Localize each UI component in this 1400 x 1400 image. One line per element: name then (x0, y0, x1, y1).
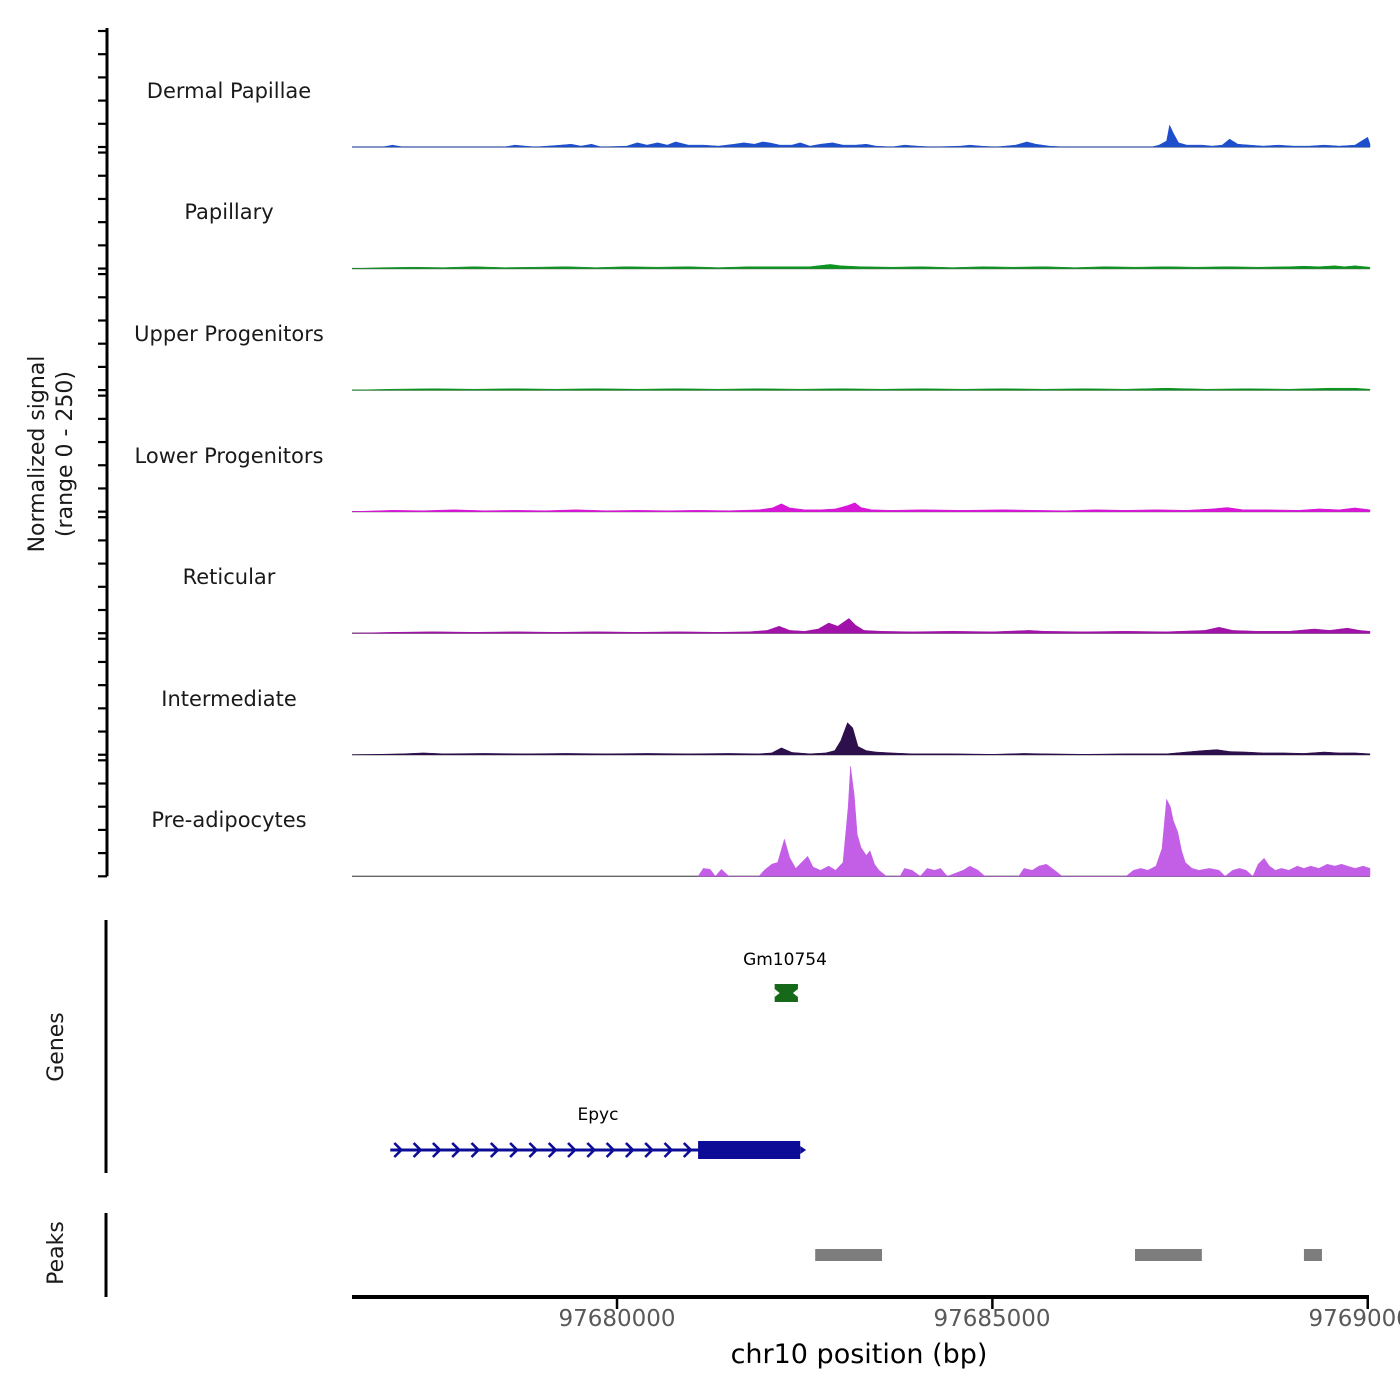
gene-epyc-strand-arrow (605, 1142, 616, 1158)
gene-epyc-strand-arrow (644, 1142, 655, 1158)
track-label-pre-adipocytes: Pre-adipocytes (151, 808, 307, 832)
peak-interval-2 (1303, 1249, 1322, 1261)
gene-epyc-strand-arrow (470, 1142, 481, 1158)
gene-epyc-strand-arrow (509, 1142, 519, 1158)
signal-area-dermal-papillae (352, 124, 1371, 148)
gene-glyph-epyc-exon (698, 1141, 801, 1159)
gene-gm10754-notch-right (792, 989, 798, 997)
peak-interval-0 (815, 1249, 883, 1261)
gene-epyc-strand-arrow (663, 1142, 674, 1158)
x-tick-label-97685000: 97685000 (933, 1306, 1051, 1332)
gene-epyc-strand-arrow (528, 1142, 539, 1158)
gene-gm10754-notch-left (774, 989, 780, 997)
peaks-section-label: Peaks (44, 1221, 69, 1285)
signal-area-pre-adipocytes (697, 766, 1371, 877)
y-axis-label: Normalized signal (range 0 - 250) (25, 355, 78, 553)
gene-epyc-strand-arrow (412, 1142, 423, 1158)
track-label-papillary: Papillary (184, 200, 274, 224)
genes-section-label: Genes (44, 1012, 69, 1082)
gene-epyc-strand-arrow (451, 1142, 462, 1158)
gene-label-gm10754: Gm10754 (743, 950, 827, 970)
signal-area-intermediate (351, 722, 1371, 756)
gene-epyc-strand-arrow (489, 1142, 500, 1158)
signal-area-lower-progenitors (351, 502, 1371, 512)
gene-epyc-end-arrow (800, 1146, 807, 1154)
signal-area-reticular (351, 618, 1371, 634)
peak-interval-1 (1135, 1249, 1202, 1261)
gene-glyph-gm10754 (774, 984, 798, 1002)
signal-area-papillary (351, 264, 1371, 269)
track-label-upper-progenitors: Upper Progenitors (134, 322, 324, 346)
gene-epyc-strand-arrow (682, 1142, 693, 1158)
track-label-intermediate: Intermediate (161, 687, 297, 711)
x-axis-label: chr10 position (bp) (730, 1339, 988, 1370)
gene-epyc-strand-arrow (586, 1142, 597, 1158)
track-label-reticular: Reticular (182, 565, 276, 589)
signal-area-upper-progenitors (351, 387, 1371, 391)
gene-epyc-strand-arrow (547, 1142, 558, 1158)
x-tick-label-97690000: 97690000 (1308, 1306, 1400, 1332)
gene-label-epyc: Epyc (577, 1105, 619, 1125)
track-label-lower-progenitors: Lower Progenitors (134, 444, 324, 468)
track-label-dermal-papillae: Dermal Papillae (146, 79, 312, 103)
gene-epyc-strand-arrow (567, 1142, 577, 1158)
gene-epyc-strand-arrow (624, 1142, 635, 1158)
x-tick-label-97680000: 97680000 (558, 1306, 676, 1332)
gene-epyc-strand-arrow (431, 1142, 442, 1158)
gene-epyc-strand-arrow (393, 1142, 404, 1158)
